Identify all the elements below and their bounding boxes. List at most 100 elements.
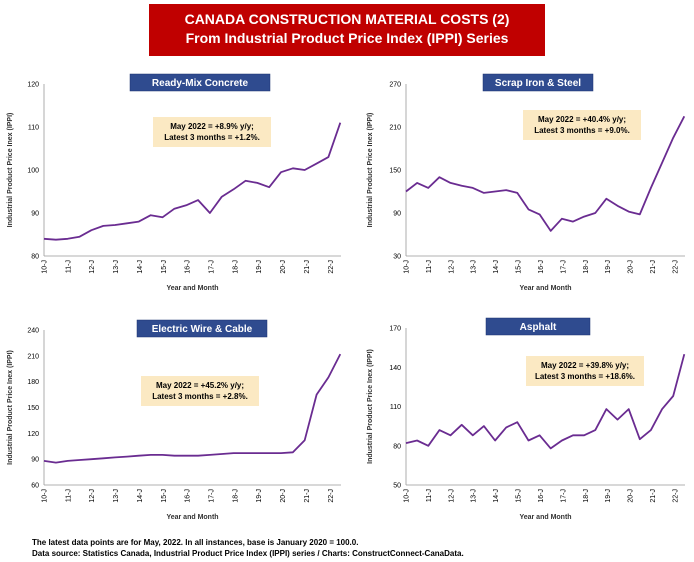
chart-4-y-tick-label: 50 (393, 483, 401, 490)
chart-2-x-tick-label: 14-J (493, 260, 500, 274)
chart-3-x-tick-label: 21-J (304, 489, 311, 503)
chart-1-x-tick-label: 14-J (137, 260, 144, 274)
chart-3-x-tick-label: 10-J (42, 489, 49, 503)
chart-1-x-tick-label: 11-J (65, 260, 72, 273)
chart-1-x-axis-label: Year and Month (166, 285, 218, 292)
chart-2-note-box (523, 110, 641, 140)
chart-1-x-tick-label: 20-J (280, 260, 287, 274)
chart-4-x-axis-label: Year and Month (519, 514, 571, 521)
chart-3-note-line: Latest 3 months = +2.8%. (152, 392, 248, 401)
chart-3-y-tick-label: 60 (31, 483, 39, 490)
chart-1-y-axis-label: Industrial Product Price Inex (IPPI) (7, 113, 14, 228)
chart-3-y-axis-label: Industrial Product Price Inex (IPPI) (7, 350, 14, 465)
chart-2-x-tick-label: 15-J (516, 260, 523, 274)
chart-1-title: Ready-Mix Concrete (152, 78, 249, 89)
chart-1-note-line: Latest 3 months = +1.2%. (164, 133, 260, 142)
chart-3-note-box (141, 376, 259, 406)
title-line-1: CANADA CONSTRUCTION MATERIAL COSTS (2) (184, 11, 510, 27)
chart-2-x-tick-label: 21-J (650, 260, 657, 274)
chart-4-y-tick-label: 110 (390, 404, 401, 411)
chart-4-y-tick-label: 140 (389, 365, 401, 372)
chart-3-x-tick-label: 19-J (256, 489, 263, 503)
chart-2-x-tick-label: 10-J (404, 260, 411, 274)
chart-1-x-tick-label: 19-J (256, 260, 263, 274)
chart-4-x-tick-label: 20-J (628, 489, 635, 503)
chart-2-x-tick-label: 17-J (560, 260, 567, 274)
chart-4-y-axis-label: Industrial Product Price Inex (IPPI) (367, 349, 374, 464)
chart-2-x-tick-label: 16-J (538, 260, 545, 274)
chart-2-y-tick-label: 270 (389, 82, 401, 89)
chart-4-y-tick-label: 170 (389, 326, 401, 333)
chart-3-x-tick-label: 11-J (65, 489, 72, 502)
footer-notes: The latest data points are for May, 2022… (32, 537, 464, 559)
chart-4-x-tick-label: 17-J (560, 489, 567, 503)
chart-3-y-tick-label: 210 (27, 353, 39, 360)
chart-4-note-line: Latest 3 months = +18.6%. (535, 372, 635, 381)
chart-2-note-line: Latest 3 months = +9.0%. (534, 126, 630, 135)
chart-2-y-tick-label: 210 (389, 125, 401, 132)
chart-4-x-tick-label: 13-J (471, 489, 478, 503)
chart-1-y-tick-label: 120 (27, 82, 39, 89)
chart-3-y-tick-label: 180 (27, 379, 39, 386)
chart-2-title-box (482, 73, 594, 92)
chart-2-x-tick-label: 19-J (605, 260, 612, 274)
chart-4-x-tick-label: 10-J (404, 489, 411, 503)
chart-4-note-box (526, 356, 644, 386)
chart-2-title: Scrap Iron & Steel (495, 78, 581, 89)
title-banner: CANADA CONSTRUCTION MATERIAL COSTS (2) F… (149, 4, 545, 56)
chart-3-x-tick-label: 18-J (232, 489, 239, 503)
chart-2-x-tick-label: 22-J (672, 260, 679, 274)
chart-4-x-tick-label: 12-J (448, 489, 455, 503)
chart-3-note-line: May 2022 = +45.2% y/y; (156, 381, 244, 390)
chart-1-x-tick-label: 10-J (42, 260, 49, 274)
chart-4-x-tick-label: 14-J (493, 489, 500, 503)
chart-1-note-box (153, 117, 271, 147)
chart-3-y-tick-label: 240 (27, 328, 39, 335)
chart-3-x-tick-label: 14-J (137, 489, 144, 503)
chart-3-x-tick-label: 12-J (89, 489, 96, 503)
chart-2-note-line: May 2022 = +40.4% y/y; (538, 115, 626, 124)
chart-4-x-tick-label: 22-J (672, 489, 679, 503)
chart-4-title: Asphalt (520, 322, 557, 333)
chart-1-series-line (43, 122, 342, 241)
chart-1-y-tick-label: 100 (27, 168, 39, 175)
chart-2-y-tick-label: 150 (389, 168, 401, 175)
chart-4-x-tick-label: 19-J (605, 489, 612, 503)
chart-3-series-line (43, 353, 342, 464)
chart-3-x-tick-label: 16-J (185, 489, 192, 503)
chart-2-series-line (405, 115, 686, 232)
chart-4-title-box (485, 317, 591, 336)
chart-1-y-tick-label: 110 (28, 125, 39, 132)
chart-1-x-tick-label: 22-J (328, 260, 335, 274)
chart-1-title-box (129, 73, 271, 92)
chart-2-x-axis-label: Year and Month (519, 285, 571, 292)
chart-4-x-tick-label: 18-J (583, 489, 590, 503)
chart-4-x-tick-label: 16-J (538, 489, 545, 503)
chart-3-x-tick-label: 15-J (161, 489, 168, 503)
chart-3-x-tick-label: 22-J (328, 489, 335, 503)
chart-4-x-tick-label: 11-J (426, 489, 433, 502)
chart-1-x-tick-label: 13-J (113, 260, 120, 274)
chart-4-series-line (405, 353, 686, 450)
chart-3-x-tick-label: 20-J (280, 489, 287, 503)
chart-1-y-tick-label: 90 (31, 211, 39, 218)
chart-3-title-box (136, 319, 268, 338)
chart-2-y-tick-label: 30 (393, 254, 401, 261)
chart-4-y-tick-label: 80 (393, 443, 401, 450)
chart-3-x-tick-label: 13-J (113, 489, 120, 503)
chart-4-note-line: May 2022 = +39.8% y/y; (541, 361, 629, 370)
chart-1-y-tick-label: 80 (31, 254, 39, 261)
chart-3-y-tick-label: 120 (27, 431, 39, 438)
footer-line-2: Data source: Statistics Canada, Industri… (32, 549, 464, 558)
chart-2-y-tick-label: 90 (393, 211, 401, 218)
chart-2-x-tick-label: 12-J (448, 260, 455, 274)
chart-2-y-axis-label: Industrial Product Price Inex (IPPI) (367, 113, 374, 228)
title-line-2: From Industrial Product Price Index (IPP… (185, 30, 509, 46)
chart-2-x-tick-label: 20-J (628, 260, 635, 274)
chart-1-x-tick-label: 17-J (208, 260, 215, 274)
chart-4-x-tick-label: 21-J (650, 489, 657, 503)
chart-3-x-axis-label: Year and Month (166, 514, 218, 521)
chart-1-x-tick-label: 21-J (304, 260, 311, 274)
chart-2-x-tick-label: 11-J (426, 260, 433, 273)
